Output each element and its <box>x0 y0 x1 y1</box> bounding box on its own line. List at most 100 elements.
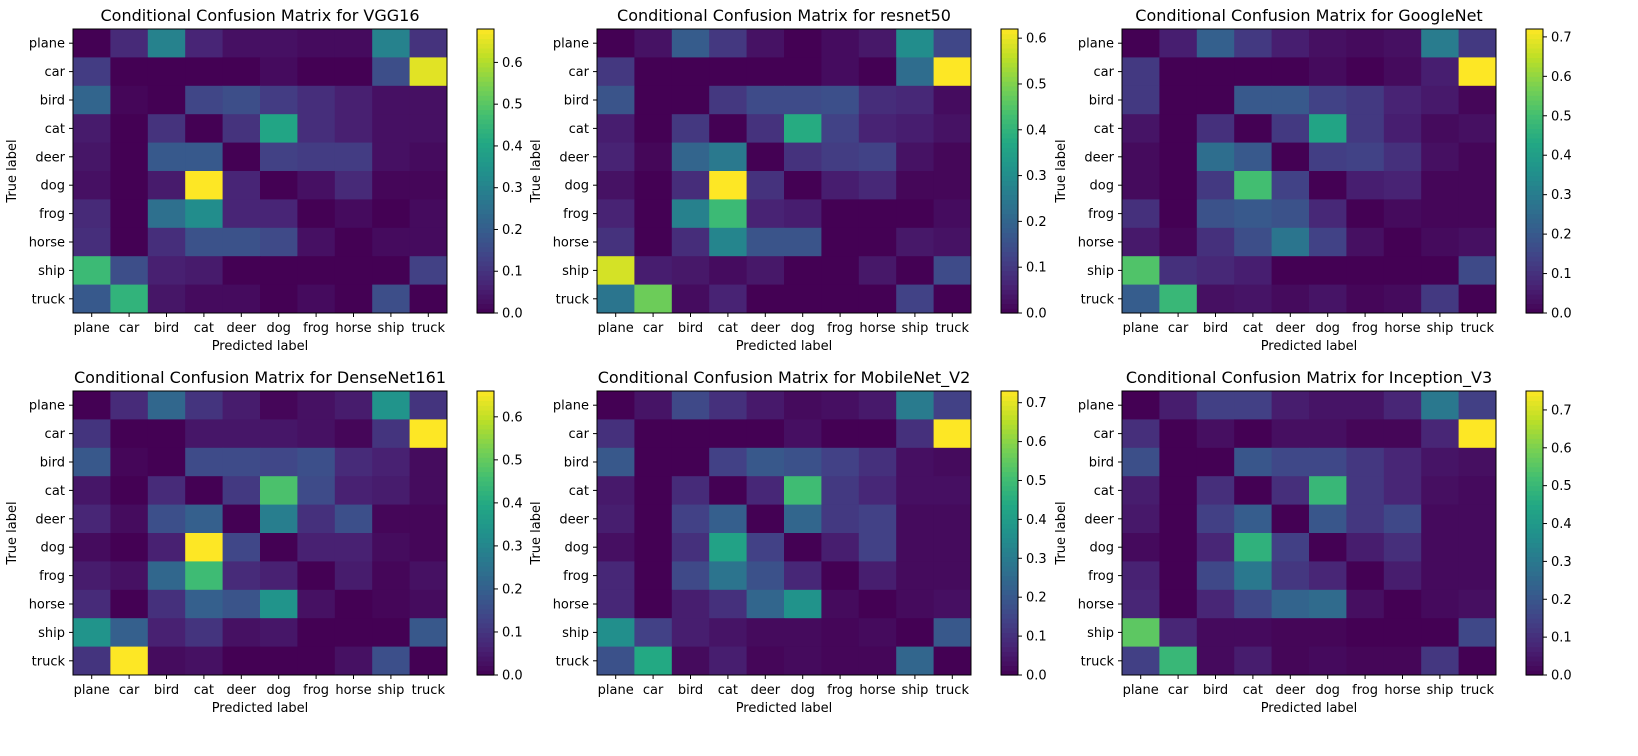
heatmap-cell <box>110 391 149 420</box>
colorbar-segment <box>1526 518 1543 525</box>
heatmap-cell <box>1159 284 1198 314</box>
heatmap-panel: Conditional Confusion Matrix for VGG16 pl… <box>5 6 523 354</box>
heatmap-cell <box>1309 419 1347 449</box>
colorbar-segment <box>477 294 494 300</box>
heatmap-cell <box>1458 646 1497 676</box>
heatmap-cell <box>1383 142 1422 172</box>
colorbar-segment <box>1526 303 1543 309</box>
colorbar-segment <box>477 175 494 182</box>
heatmap-cell <box>222 199 261 229</box>
y-axis-label: True label <box>529 139 544 203</box>
colorbar-segment <box>1526 528 1543 534</box>
heatmap-cell <box>1346 646 1385 676</box>
colorbar-segment <box>1001 395 1018 402</box>
heatmap-cell <box>1196 447 1235 477</box>
heatmap-cell <box>1271 114 1310 144</box>
x-tick-label: frog <box>827 683 853 698</box>
heatmap-cell <box>73 57 111 87</box>
heatmap-cell <box>1421 227 1460 257</box>
heatmap-cell <box>1234 227 1273 257</box>
heatmap-cell <box>222 171 261 200</box>
heatmap-cell <box>784 618 822 648</box>
colorbar-segment <box>1001 428 1018 435</box>
colorbar-segment <box>477 419 494 425</box>
colorbar-segment <box>477 537 494 544</box>
colorbar-segment <box>477 100 494 106</box>
colorbar-segment <box>1001 537 1018 544</box>
heatmap-cell <box>297 199 336 229</box>
heatmap-cell <box>1309 561 1347 591</box>
heatmap-cell <box>933 114 972 144</box>
colorbar-segment <box>1001 104 1018 111</box>
colorbar-segment <box>1526 246 1543 253</box>
heatmap-cell <box>260 533 298 562</box>
heatmap-cell <box>1122 227 1160 257</box>
heatmap-cell <box>1196 114 1235 144</box>
heatmap-cell <box>1234 476 1273 506</box>
heatmap-cell <box>597 533 635 562</box>
heatmap-cell <box>1196 533 1235 562</box>
colorbar-segment <box>477 260 494 267</box>
heatmap-cell <box>896 589 935 619</box>
heatmap-cell <box>147 29 186 58</box>
heatmap-cell <box>185 284 224 314</box>
y-tick-label: truck <box>556 654 590 669</box>
heatmap-cell <box>858 85 897 115</box>
heatmap-cell <box>784 447 822 477</box>
heatmap-cell <box>1234 589 1273 619</box>
x-tick-label: bird <box>154 321 179 336</box>
heatmap-cell <box>1346 29 1385 58</box>
colorbar-segment <box>1526 490 1543 496</box>
colorbar-segment <box>1001 213 1018 219</box>
heatmap-cell <box>260 199 298 229</box>
x-tick-label: dog <box>266 683 290 698</box>
heatmap-cell <box>1458 142 1497 172</box>
colorbar-segment <box>477 147 494 153</box>
heatmap-cell <box>896 256 935 286</box>
colorbar-segment <box>1526 218 1543 224</box>
colorbar-segment <box>477 414 494 420</box>
heatmap-cell <box>1383 199 1422 229</box>
colorbar-tick-label: 0.0 <box>1026 307 1047 322</box>
x-tick-label: deer <box>227 683 257 698</box>
heatmap-panel: Conditional Confusion Matrix for resnet5… <box>529 6 1047 354</box>
heatmap-cell <box>709 85 748 115</box>
colorbar-segment <box>477 76 494 82</box>
heatmap-cell <box>858 589 897 619</box>
heatmap-cell <box>1122 142 1160 172</box>
heatmap-cell <box>821 142 860 172</box>
heatmap-cell <box>709 256 748 286</box>
heatmap-cell <box>260 57 298 87</box>
colorbar-segment <box>1526 585 1543 591</box>
heatmap-cell <box>1122 533 1160 562</box>
colorbar-segment <box>1526 542 1543 548</box>
x-tick-label: deer <box>1276 683 1306 698</box>
colorbar-segment <box>477 566 494 572</box>
heatmap-cell <box>297 391 336 420</box>
heatmap-cell <box>110 533 149 562</box>
heatmap-cell <box>409 561 448 591</box>
colorbar-segment <box>1001 298 1018 305</box>
colorbar-segment <box>1001 43 1018 49</box>
colorbar-tick-label: 0.1 <box>1026 261 1047 276</box>
heatmap-cell <box>709 391 748 420</box>
heatmap-cell <box>147 85 186 115</box>
colorbar-segment <box>477 185 494 191</box>
heatmap-cell <box>334 114 373 144</box>
colorbar-tick-label: 0.2 <box>502 223 523 238</box>
colorbar-tick-label: 0.4 <box>1551 149 1572 164</box>
colorbar-segment <box>1526 409 1543 416</box>
heatmap-cell <box>709 646 748 676</box>
heatmap-cell <box>334 618 373 648</box>
colorbar-segment <box>1001 156 1018 163</box>
heatmap-cell <box>746 29 785 58</box>
heatmap-cell <box>1234 561 1273 591</box>
colorbar-segment <box>1526 76 1543 82</box>
colorbar-segment <box>1001 438 1018 444</box>
colorbar-segment <box>1526 575 1543 581</box>
colorbar-segment <box>477 128 494 134</box>
heatmap-cell <box>1122 391 1160 420</box>
heatmap-cell <box>1421 29 1460 58</box>
colorbar-segment <box>1526 81 1543 87</box>
colorbar-segment <box>1001 171 1018 177</box>
